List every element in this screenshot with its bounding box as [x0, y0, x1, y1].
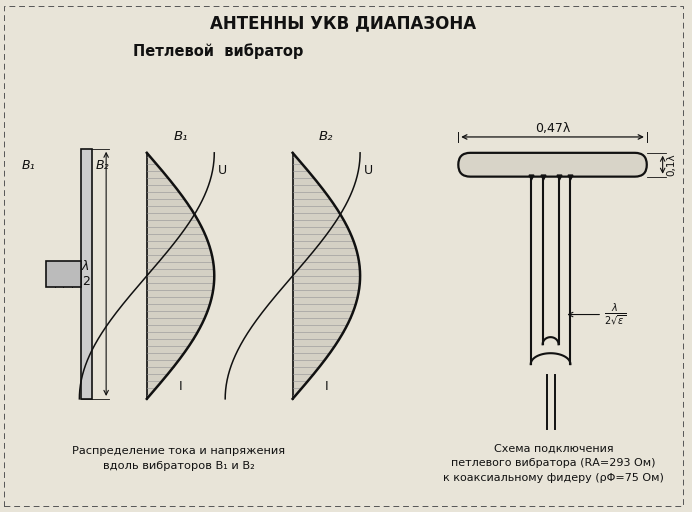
Text: 0,47λ: 0,47λ: [535, 122, 570, 135]
Text: U: U: [218, 164, 228, 177]
FancyBboxPatch shape: [458, 153, 647, 177]
Text: I: I: [179, 380, 183, 393]
Polygon shape: [293, 153, 360, 399]
Text: U: U: [364, 164, 373, 177]
Text: Распределение тока и напряжения
вдоль вибраторов B₁ и B₂: Распределение тока и напряжения вдоль ви…: [72, 446, 285, 471]
Text: $\frac{\lambda}{2\sqrt{\varepsilon}}$: $\frac{\lambda}{2\sqrt{\varepsilon}}$: [604, 301, 626, 328]
Polygon shape: [147, 153, 215, 399]
Text: B₂: B₂: [319, 130, 334, 143]
Text: $\lambda$
2: $\lambda$ 2: [82, 260, 90, 288]
Text: Петлевой  вибратор: Петлевой вибратор: [133, 44, 303, 59]
Text: B₁: B₁: [173, 130, 188, 143]
Text: I: I: [325, 380, 328, 393]
Text: АНТЕННЫ УКВ ДИАПАЗОНА: АНТЕННЫ УКВ ДИАПАЗОНА: [210, 14, 476, 32]
Text: B₁: B₁: [22, 159, 36, 172]
Text: 0,1λ: 0,1λ: [666, 154, 677, 176]
Text: Схема подключения
петлевого вибратора (RА=293 Ом)
к коаксиальному фидеру (ρΦ=75 : Схема подключения петлевого вибратора (R…: [443, 443, 664, 483]
Text: B₂: B₂: [95, 159, 109, 172]
Bar: [46, 261, 82, 287]
Bar: [82, 149, 92, 399]
